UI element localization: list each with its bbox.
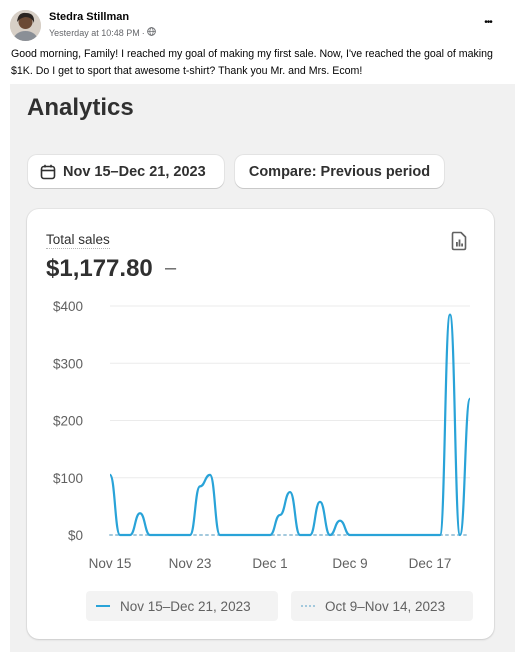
total-sales-card: Total sales $1,177.80 – $0 $100 $200 $300 $4… [27,209,494,639]
post-timestamp[interactable]: Yesterday at 10:48 PM [49,27,140,38]
y-axis-labels: $0 $100 $200 $300 $400 [53,299,83,543]
metric-delta: – [165,257,177,279]
series-line-current [108,313,472,537]
grid-lines [110,305,470,479]
more-dots-icon: ••• [484,16,492,28]
x-tick-label: Dec 17 [409,556,452,571]
y-tick-label: $100 [53,471,83,486]
more-options-button[interactable]: ••• [475,12,501,32]
x-tick-label: Dec 1 [252,556,287,571]
legend-label-current: Nov 15–Dec 21, 2023 [120,598,251,614]
date-range-label: Nov 15–Dec 21, 2023 [63,163,206,180]
x-axis-labels: Nov 15 Nov 23 Dec 1 Dec 9 Dec 17 [89,556,452,571]
avatar[interactable] [10,10,41,41]
sales-line-chart: $0 $100 $200 $300 $400 Nov 15 Nov 23 Dec 1 Dec … [53,299,472,571]
analytics-screenshot: Analytics Nov 15–Dec 21, 2023 Compare: P… [10,84,515,652]
y-tick-label: $300 [53,356,83,371]
post-meta: Yesterday at 10:48 PM · [49,27,156,38]
calendar-icon [40,164,56,179]
page-title: Analytics [27,94,134,121]
y-tick-label: $200 [53,414,83,429]
report-icon[interactable] [450,231,468,251]
x-tick-label: Nov 23 [169,556,212,571]
compare-label: Compare: Previous period [248,163,431,180]
series-lines [108,313,472,537]
date-range-button[interactable]: Nov 15–Dec 21, 2023 [28,155,224,188]
legend-solid-swatch [96,605,110,607]
metric-value: $1,177.80 [46,255,153,282]
post-header: Stedra Stillman Yesterday at 10:48 PM · … [10,8,507,42]
metric-label[interactable]: Total sales [46,232,110,249]
y-tick-label: $0 [68,528,83,543]
globe-icon [146,27,156,38]
legend-current-period[interactable]: Nov 15–Dec 21, 2023 [86,591,278,621]
x-tick-label: Nov 15 [89,556,132,571]
post-text: Good morning, Family! I reached my goal … [11,48,493,77]
compare-button[interactable]: Compare: Previous period [235,155,444,188]
y-tick-label: $400 [53,299,83,314]
legend-label-previous: Oct 9–Nov 14, 2023 [325,598,446,614]
x-tick-label: Dec 9 [332,556,367,571]
meta-separator: · [141,27,145,38]
author-name[interactable]: Stedra Stillman [49,11,130,23]
legend-previous-period[interactable]: Oct 9–Nov 14, 2023 [291,591,473,621]
legend-dotted-swatch [301,605,315,607]
